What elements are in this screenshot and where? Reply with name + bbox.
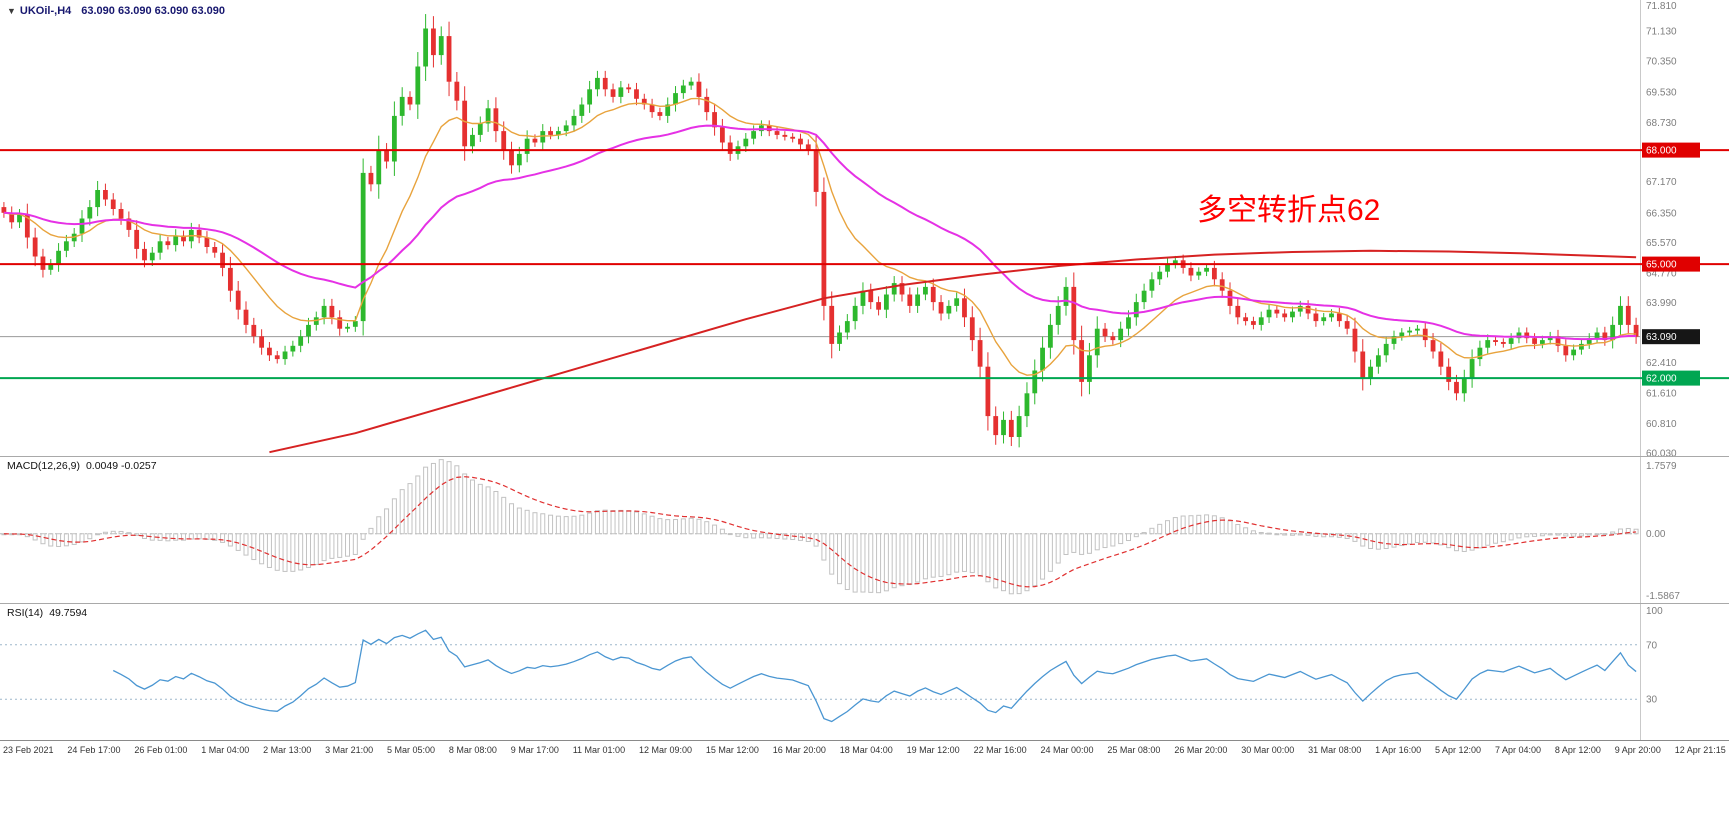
macd-name: MACD(12,26,9) (7, 460, 80, 472)
time-label: 15 Mar 12:00 (705, 745, 759, 755)
axis-label: 63.090 (1646, 332, 1677, 343)
price-tag (1642, 256, 1700, 272)
time-label: 1 Mar 04:00 (201, 745, 250, 755)
price-tag (1642, 370, 1700, 386)
axis-label: 30 (1646, 695, 1658, 706)
axis-label: 68.730 (1646, 118, 1677, 129)
rsi-chart[interactable]: 100 70 30 (0, 604, 1729, 740)
time-label: 19 Mar 12:00 (906, 745, 960, 755)
axis-label: -1.5867 (1646, 591, 1680, 602)
time-label: 2 Mar 13:00 (263, 745, 312, 755)
panel-separator[interactable] (0, 603, 1729, 604)
time-label: 1 Apr 16:00 (1375, 745, 1422, 755)
axis-label: 63.990 (1646, 298, 1677, 309)
rsi-panel: 100 70 30 RSI(14) 49.7594 (0, 604, 1729, 740)
time-label: 8 Mar 08:00 (448, 745, 497, 755)
time-label: 9 Mar 17:00 (510, 745, 559, 755)
axis-label: 67.170 (1646, 177, 1677, 188)
axis-label: 70 (1646, 640, 1658, 651)
axis-label: 62.410 (1646, 358, 1677, 369)
time-label: 24 Feb 17:00 (67, 745, 121, 755)
time-label: 24 Mar 00:00 (1040, 745, 1094, 755)
time-label: 3 Mar 21:00 (325, 745, 374, 755)
axis-label: 61.610 (1646, 388, 1677, 399)
macd-histogram (1, 459, 1639, 595)
macd-panel: 1.7579 0.00 -1.5867 MACD(12,26,9) 0.0049 -0… (0, 457, 1729, 603)
axis-label: 62.000 (1646, 374, 1677, 385)
time-label: 30 Mar 00:00 (1241, 745, 1295, 755)
time-label: 31 Mar 08:00 (1308, 745, 1362, 755)
macd-chart[interactable]: 1.7579 0.00 -1.5867 (0, 457, 1729, 603)
candlesticks (1, 14, 1639, 448)
axis-label: 0.00 (1646, 529, 1666, 540)
time-label: 18 Mar 04:00 (839, 745, 893, 755)
time-label: 16 Mar 20:00 (772, 745, 826, 755)
time-label: 12 Apr 21:15 (1674, 745, 1726, 755)
rsi-label: RSI(14) 49.7594 (7, 607, 87, 619)
collapse-indicators-icon[interactable]: ▼ (7, 6, 16, 16)
axis-label: 69.530 (1646, 87, 1677, 98)
candlestick-chart[interactable]: 71.810 71.130 70.350 69.530 68.730 67.170 66.3… (0, 0, 1729, 456)
time-label: 22 Mar 16:00 (973, 745, 1027, 755)
axis-label: 100 (1646, 606, 1663, 617)
axis-label: 66.350 (1646, 208, 1677, 219)
price-chart-panel: 71.810 71.130 70.350 69.530 68.730 67.170 66.3… (0, 0, 1729, 456)
price-tag (1642, 329, 1700, 345)
macd-values: 0.0049 -0.0257 (85, 460, 157, 472)
axis-label: 68.000 (1646, 146, 1677, 157)
time-label: 5 Apr 12:00 (1435, 745, 1482, 755)
time-label: 12 Mar 09:00 (638, 745, 692, 755)
axis-label: 60.810 (1646, 419, 1677, 430)
axis-label: 64.770 (1646, 268, 1677, 279)
time-axis[interactable]: 23 Feb 2021 24 Feb 17:00 26 Feb 01:00 1 Mar… (0, 741, 1729, 755)
price-tag (1642, 142, 1700, 158)
annotation-text[interactable]: 多空转折点62 (1197, 194, 1381, 227)
panel-separator[interactable] (0, 456, 1729, 457)
ma-slow-line (269, 249, 1637, 454)
time-label: 11 Mar 01:00 (572, 745, 626, 755)
axis-label: 71.810 (1646, 1, 1677, 12)
axis-label: 70.350 (1646, 56, 1677, 67)
axis-label: 65.000 (1646, 260, 1677, 271)
axis-label: 1.7579 (1646, 461, 1677, 472)
time-label: 26 Mar 20:00 (1174, 745, 1228, 755)
time-label: 9 Apr 20:00 (1614, 745, 1661, 755)
time-axis-separator (0, 740, 1729, 741)
macd-label: MACD(12,26,9) 0.0049 -0.0257 (7, 460, 157, 472)
rsi-line (112, 629, 1637, 723)
time-label: 26 Feb 01:00 (134, 745, 188, 755)
time-label: 25 Mar 08:00 (1107, 745, 1161, 755)
time-label: 23 Feb 2021 (3, 745, 54, 755)
ma-fast-line (3, 97, 1637, 376)
time-label: 8 Apr 12:00 (1554, 745, 1601, 755)
axis-label: 65.570 (1646, 238, 1677, 249)
chart-title: ▼ UKOil-,H4 63.090 63.090 63.090 63.090 (7, 5, 225, 17)
rsi-value: 49.7594 (49, 607, 88, 619)
axis-label: 60.030 (1646, 448, 1677, 456)
time-label: 7 Apr 04:00 (1494, 745, 1541, 755)
ohlc-values: 63.090 63.090 63.090 63.090 (81, 5, 226, 17)
rsi-name: RSI(14) (7, 607, 44, 619)
axis-label: 71.130 (1646, 27, 1677, 38)
time-label: 5 Mar 05:00 (386, 745, 436, 755)
symbol-period-label: UKOil-,H4 (19, 5, 72, 17)
macd-signal-line (3, 476, 1637, 588)
ma-mid-line (3, 124, 1637, 341)
